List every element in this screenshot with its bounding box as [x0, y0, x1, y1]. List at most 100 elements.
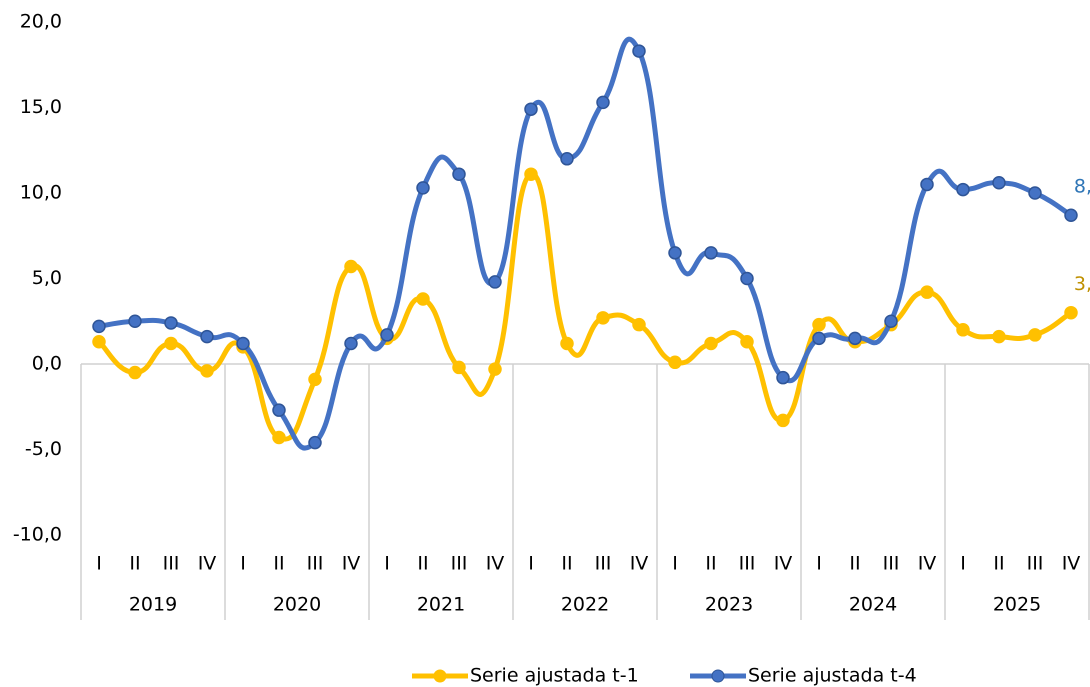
point — [812, 317, 826, 332]
x-tick-label: III — [595, 553, 612, 575]
x-tick-label: IV — [342, 553, 361, 575]
point — [956, 323, 970, 337]
point — [632, 44, 646, 58]
point — [128, 314, 142, 328]
group-label: 2020 — [273, 594, 321, 616]
x-tick-label: II — [273, 553, 284, 575]
point — [920, 285, 934, 299]
point — [128, 365, 142, 380]
point — [416, 292, 430, 306]
x-tick-label: III — [1027, 553, 1044, 575]
y-tick-label: 5,0 — [32, 267, 62, 289]
point — [308, 435, 322, 450]
point — [164, 336, 178, 351]
x-tick-label: IV — [1062, 553, 1081, 575]
x-tick-label: II — [993, 553, 1004, 575]
point — [848, 331, 862, 346]
y-tick-label: 15,0 — [20, 96, 62, 118]
point — [308, 372, 322, 387]
x-tick-label: I — [816, 553, 822, 575]
point — [92, 319, 106, 334]
point — [992, 329, 1006, 344]
y-tick-label: -10,0 — [13, 524, 62, 546]
point — [596, 311, 610, 325]
point — [92, 335, 106, 349]
point — [1028, 186, 1042, 200]
x-tick-label: IV — [486, 553, 505, 575]
point — [272, 403, 286, 417]
point — [884, 314, 898, 328]
point — [380, 328, 394, 342]
data-label: 8,7 — [1074, 176, 1090, 198]
y-tick-label: 0,0 — [32, 353, 62, 375]
point — [344, 259, 358, 274]
point — [812, 331, 826, 346]
point — [272, 430, 286, 445]
point — [200, 364, 214, 378]
point — [740, 335, 754, 349]
group-label: 2024 — [849, 594, 897, 616]
x-tick-label: III — [883, 553, 900, 575]
point — [452, 360, 466, 375]
point — [524, 102, 538, 116]
x-tick-label: I — [672, 553, 678, 575]
group-label: 2023 — [705, 594, 753, 616]
point — [1064, 305, 1078, 320]
x-tick-label: II — [561, 553, 572, 575]
legend-marker — [433, 669, 447, 683]
group-label: 2019 — [129, 594, 177, 616]
point — [704, 336, 718, 351]
point — [596, 95, 610, 110]
x-tick-label: II — [417, 553, 428, 575]
x-tick-label: II — [129, 553, 140, 575]
x-tick-label: IV — [918, 553, 937, 575]
legend-label: Serie ajustada t-1 — [470, 665, 639, 687]
x-tick-label: I — [528, 553, 534, 575]
data-label: 3,0 — [1074, 273, 1090, 295]
x-tick-label: IV — [774, 553, 793, 575]
point — [668, 246, 682, 260]
point — [668, 355, 682, 370]
x-tick-label: I — [240, 553, 246, 575]
x-tick-label: III — [307, 553, 324, 575]
point — [164, 316, 178, 330]
group-label: 2021 — [417, 594, 465, 616]
point — [776, 413, 790, 428]
x-tick-label: III — [451, 553, 468, 575]
x-tick-label: I — [96, 553, 102, 575]
group-label: 2022 — [561, 594, 609, 616]
point — [488, 275, 502, 289]
point — [200, 329, 214, 344]
x-tick-label: II — [849, 553, 860, 575]
x-tick-label: IV — [198, 553, 217, 575]
point — [740, 271, 754, 286]
x-tick-label: I — [384, 553, 390, 575]
group-label: 2025 — [993, 594, 1041, 616]
point — [344, 336, 358, 351]
point — [560, 336, 574, 351]
legend-label: Serie ajustada t-4 — [748, 665, 917, 687]
point — [416, 181, 430, 195]
series-line — [96, 36, 1074, 451]
x-tick-label: II — [705, 553, 716, 575]
point — [776, 370, 790, 385]
point — [452, 167, 466, 181]
series-line — [96, 171, 1074, 442]
point — [1064, 208, 1078, 222]
point — [1028, 328, 1042, 342]
point — [956, 182, 970, 197]
y-tick-label: 20,0 — [20, 11, 62, 33]
point — [236, 336, 250, 351]
point — [524, 167, 538, 181]
point — [632, 317, 646, 332]
y-tick-label: -5,0 — [25, 438, 62, 460]
x-tick-label: III — [739, 553, 756, 575]
x-tick-label: III — [163, 553, 180, 575]
point — [704, 246, 718, 260]
x-tick-label: I — [960, 553, 966, 575]
x-tick-label: IV — [630, 553, 649, 575]
point — [920, 177, 934, 192]
legend-marker — [711, 669, 725, 683]
point — [488, 362, 502, 376]
